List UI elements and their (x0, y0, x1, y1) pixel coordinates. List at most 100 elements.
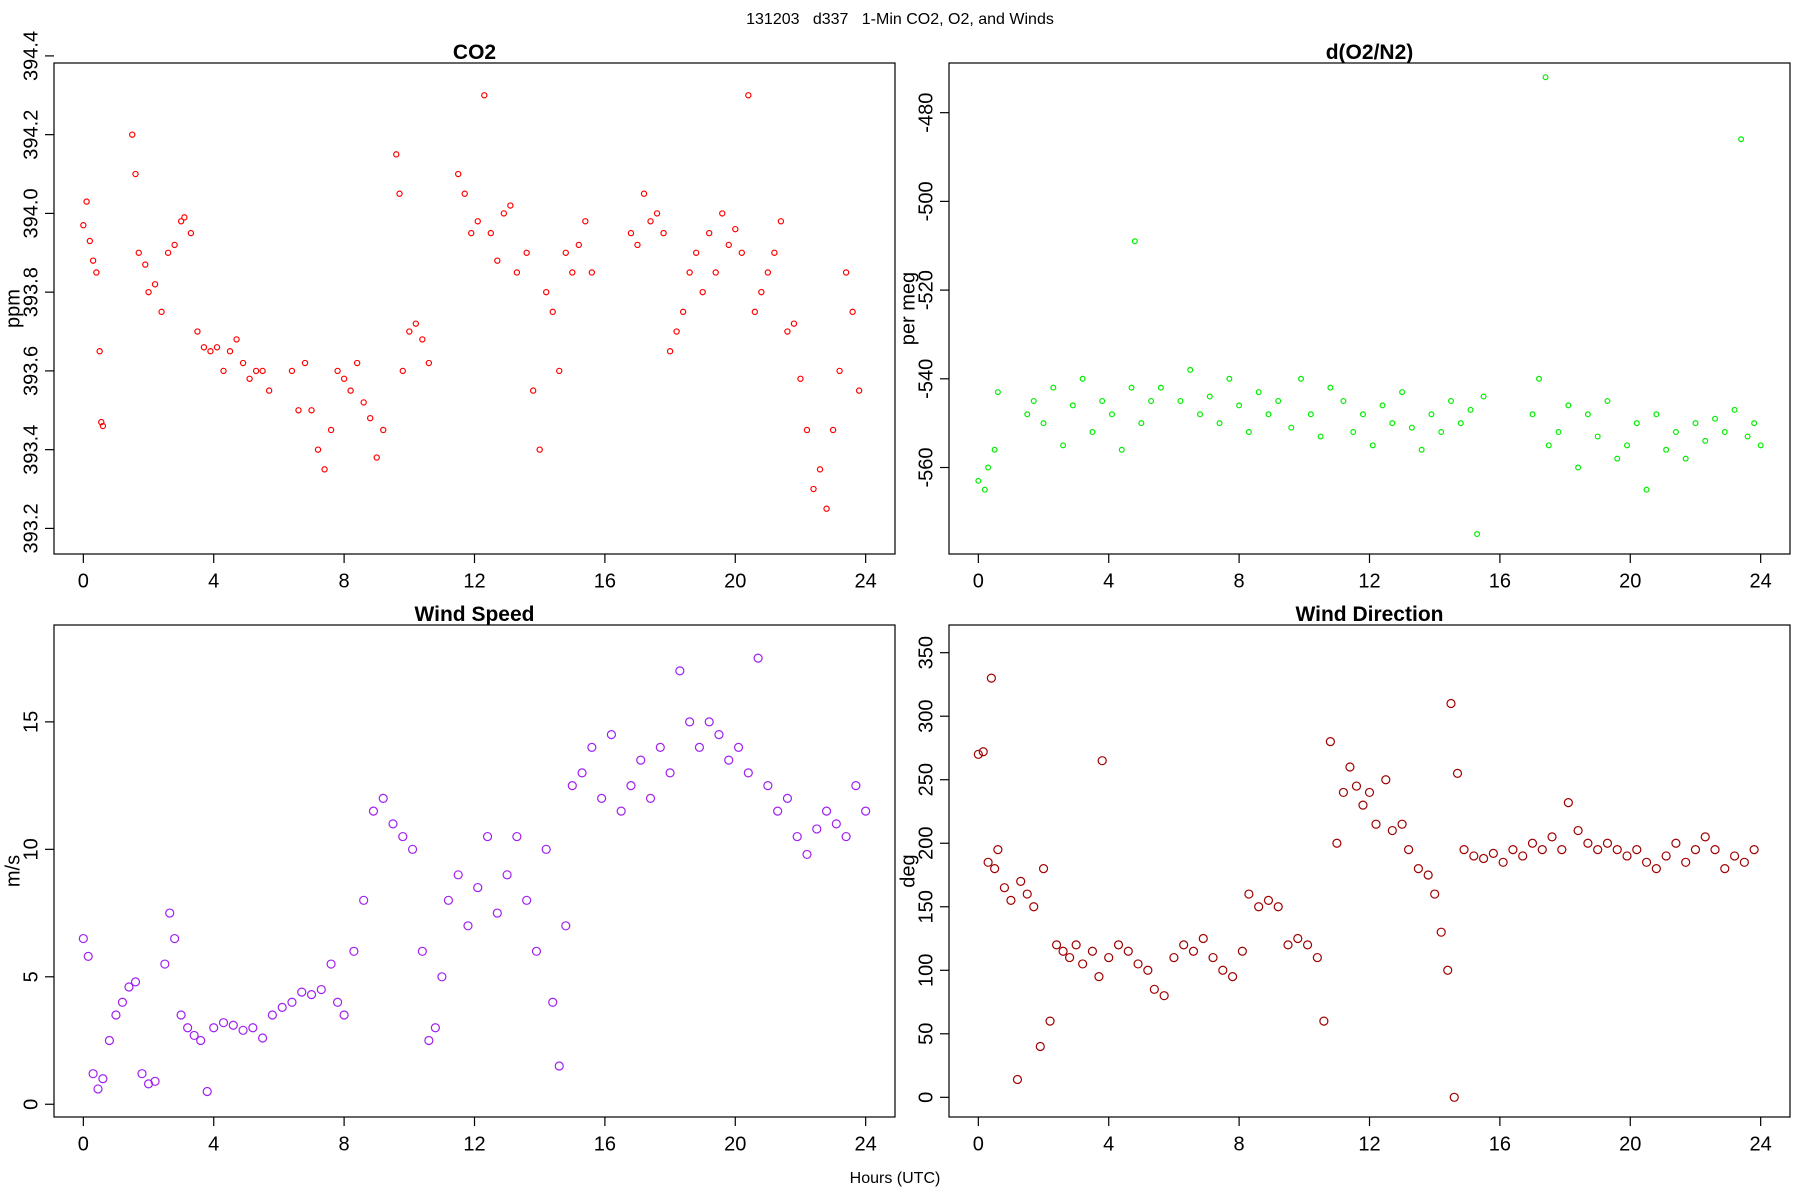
point (841, 831, 851, 842)
point (1094, 972, 1104, 982)
point (1731, 406, 1738, 413)
point (549, 308, 556, 316)
point (764, 269, 772, 276)
point (733, 742, 744, 752)
point (1404, 844, 1414, 855)
point (1379, 402, 1386, 409)
point (393, 151, 400, 158)
y-tick-label: 394.2 (20, 110, 42, 160)
point (158, 308, 165, 316)
point (725, 241, 732, 249)
point (763, 781, 773, 791)
point (1399, 389, 1406, 396)
point (265, 387, 273, 394)
y-tick-label: 5 (20, 971, 42, 982)
point (1069, 402, 1076, 409)
panel-title: Wind Speed (415, 603, 535, 626)
point (1614, 455, 1621, 462)
point (430, 1023, 440, 1033)
point (1060, 442, 1067, 449)
point (207, 348, 214, 355)
point (88, 1069, 98, 1079)
x-tick-label: 12 (463, 1133, 485, 1155)
point (751, 308, 759, 316)
point (978, 747, 988, 757)
point (145, 288, 152, 296)
point (326, 959, 336, 969)
point (111, 1010, 121, 1020)
point (634, 241, 641, 249)
y-tick-label: 0 (20, 1099, 42, 1110)
plot-frame (53, 624, 896, 1118)
point (218, 1018, 229, 1028)
point (1351, 781, 1362, 791)
point (1387, 825, 1397, 836)
point (1518, 851, 1528, 861)
point (647, 218, 654, 225)
point (239, 359, 247, 367)
point (359, 895, 369, 905)
point (1244, 889, 1254, 899)
point (295, 407, 302, 414)
y-tick-label: 150 (915, 890, 937, 923)
y-tick-label: 200 (915, 827, 937, 860)
point (1488, 848, 1498, 859)
x-tick-label: 4 (208, 1133, 219, 1155)
point (1682, 455, 1689, 462)
point (719, 210, 726, 217)
point (1624, 442, 1631, 449)
point (1536, 375, 1543, 382)
point (986, 673, 996, 683)
point (1016, 876, 1026, 886)
point (541, 844, 551, 854)
point (1428, 411, 1435, 418)
point (1131, 238, 1138, 245)
x-tick-label: 4 (1103, 1133, 1114, 1155)
point (1721, 429, 1728, 436)
x-tick-label: 4 (208, 570, 219, 592)
point (1681, 857, 1691, 867)
point (353, 359, 361, 367)
point (1555, 429, 1562, 436)
point (1298, 375, 1305, 382)
point (437, 972, 447, 982)
point (1418, 446, 1425, 453)
point (1663, 446, 1670, 453)
point (378, 793, 388, 803)
point (1593, 844, 1603, 855)
point (129, 131, 136, 138)
point (575, 241, 583, 249)
point (1744, 433, 1751, 440)
point (1557, 844, 1567, 855)
point (640, 190, 648, 197)
point (233, 336, 240, 343)
point (704, 717, 714, 727)
point (626, 781, 636, 791)
point (468, 229, 475, 237)
point (424, 1035, 434, 1046)
point (675, 666, 685, 676)
point (1078, 959, 1088, 969)
point (407, 844, 418, 854)
point (1148, 397, 1155, 404)
point (246, 375, 253, 382)
point (810, 485, 817, 493)
point (463, 921, 473, 931)
point (1196, 411, 1203, 418)
x-tick-label: 16 (1489, 570, 1511, 592)
point (1508, 844, 1518, 855)
point (1397, 819, 1407, 829)
point (1263, 895, 1274, 906)
point (1340, 397, 1347, 404)
y-tick-label: 250 (915, 763, 937, 796)
point (1480, 393, 1487, 400)
point (1332, 838, 1342, 848)
point (758, 288, 765, 296)
point (712, 269, 719, 276)
point (301, 359, 309, 367)
point (1099, 397, 1106, 404)
point (665, 768, 675, 778)
x-tick-label: 20 (724, 570, 746, 592)
point (1123, 946, 1133, 956)
